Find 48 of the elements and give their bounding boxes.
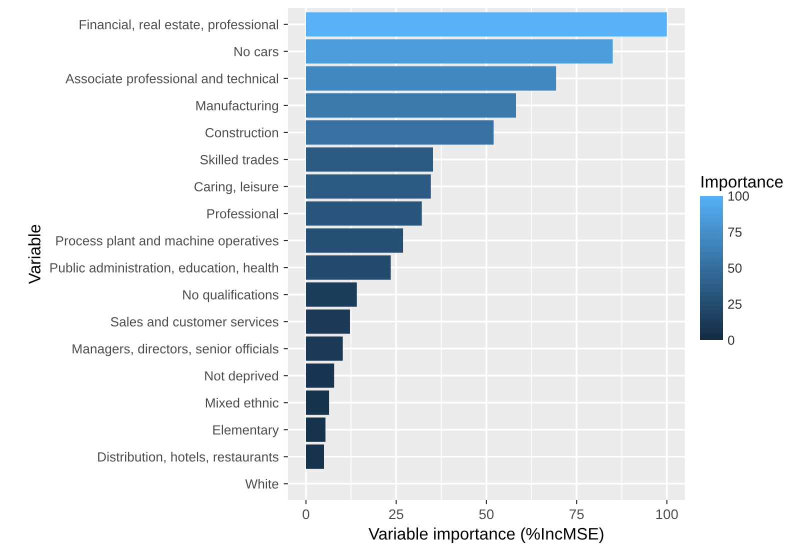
bar — [306, 93, 516, 118]
bar — [306, 309, 350, 334]
y-tick-label: Managers, directors, senior officials — [72, 344, 278, 356]
bar — [306, 12, 667, 37]
y-tick-label: Associate professional and technical — [65, 74, 278, 86]
y-axis-title: Variable — [28, 224, 40, 284]
bar — [306, 228, 404, 253]
bar — [306, 282, 357, 307]
y-tick-label: No qualifications — [183, 290, 278, 302]
x-tick-label: 75 — [570, 509, 584, 520]
x-tick-label: 25 — [389, 509, 404, 520]
bar — [306, 336, 343, 361]
y-tick-label: White — [245, 478, 278, 489]
y-tick-label: Public administration, education, health — [50, 262, 278, 274]
y-tick-label: Mixed ethnic — [206, 398, 279, 408]
bar — [306, 147, 433, 172]
bar — [306, 66, 556, 91]
y-tick-label: Sales and customer services — [110, 316, 278, 327]
x-axis-title: Variable importance (%IncMSE) — [368, 527, 604, 544]
y-tick-label: Financial, real estate, professional — [80, 20, 278, 32]
y-tick-label: Construction — [205, 128, 278, 138]
y-tick-label: No cars — [234, 47, 278, 56]
bar — [306, 174, 431, 199]
bar — [306, 201, 422, 226]
color-bar-label: 75 — [728, 228, 742, 237]
y-tick-label: Manufacturing — [196, 100, 278, 113]
y-tick-label: Professional — [207, 208, 278, 218]
x-tick-label: 50 — [479, 509, 494, 520]
y-tick-label: Process plant and machine operatives — [56, 236, 278, 248]
bar — [306, 444, 324, 469]
color-bar-label: 0 — [728, 336, 734, 345]
color-bar-label: 100 — [728, 191, 749, 201]
color-bar-label: 25 — [728, 300, 742, 309]
bar — [306, 390, 330, 415]
y-tick-label: Not deprived — [205, 370, 278, 384]
y-tick-label: Elementary — [213, 424, 279, 438]
color-bar-label: 50 — [728, 263, 742, 273]
y-tick-label: Distribution, hotels, restaurants — [98, 452, 278, 464]
x-tick-label: 100 — [656, 509, 678, 520]
y-tick-label: Skilled trades — [200, 154, 278, 164]
bar — [306, 120, 494, 145]
y-tick-label: Caring, leisure — [194, 182, 278, 194]
bar — [306, 418, 326, 442]
bar — [306, 255, 391, 280]
bar — [306, 363, 334, 388]
color-bar-title: Importance — [702, 176, 783, 191]
bar — [306, 39, 613, 64]
x-tick-label: 0 — [302, 509, 310, 520]
